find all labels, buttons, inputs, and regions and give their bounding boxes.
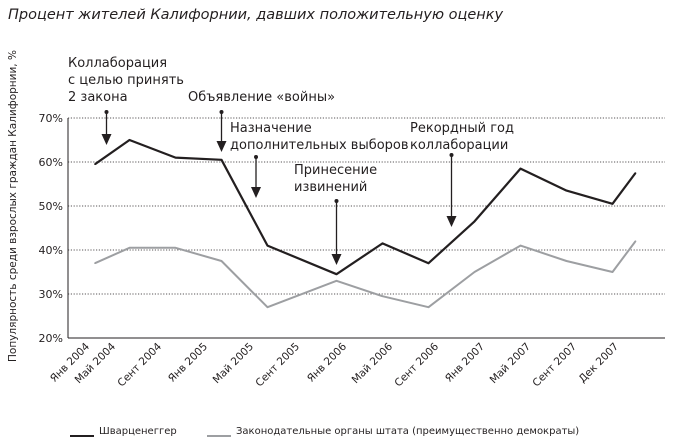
annotation-arrow-head [331,254,342,265]
x-tick-label: Сент 2007 [530,341,579,390]
x-tick-label: Май 2007 [488,341,534,387]
y-tick-label: 50% [39,200,63,213]
annotation-special-election: Назначение дополнительных выборов [230,121,409,153]
data-point [381,242,384,245]
data-point [335,280,338,282]
data-point [266,306,269,309]
annotation-arrow-head [446,216,457,227]
data-point [611,271,614,273]
annotation-collaboration: Коллаборация с целью принять 2 закона [68,56,184,105]
series-line-legislature [94,240,637,309]
legend-label-legislature: Законодательные органы штата (преимущест… [236,426,580,437]
x-tick-label: Сент 2005 [253,341,302,390]
annotation-record-year: Рекордный год коллаборации [410,121,514,153]
y-tick-label: 30% [39,288,63,301]
x-tick-label: Янв 2006 [305,340,349,384]
series-line-schwarzenegger [94,138,637,276]
annotation-arrow-head [216,141,227,152]
legend-swatch-schwarzenegger [70,435,94,437]
data-point [381,295,384,298]
data-point [94,262,96,265]
x-tick-label: Май 2005 [211,341,257,387]
x-tick-label: Янв 2007 [443,341,487,385]
data-point [266,244,269,247]
y-tick-label: 20% [39,332,63,345]
chart-title: Процент жителей Калифорнии, давших полож… [8,7,504,23]
data-point [427,306,430,309]
data-point [174,156,177,159]
legend-label-schwarzenegger: Шварценеггер [99,426,177,437]
data-point [519,167,522,170]
annotation-arrow-head [101,134,112,145]
data-point [128,247,131,249]
data-point [220,159,223,161]
data-point [565,260,568,262]
annotation-war-declaration: Объявление «войны» [188,90,336,105]
x-tick-label: Дек 2007 [577,341,622,386]
data-point [220,260,223,262]
data-point [174,247,177,249]
data-point [473,271,476,273]
data-point [634,240,637,242]
data-point [473,220,476,223]
annotation-arrow-head [251,187,261,198]
data-point [94,163,96,165]
data-point [128,139,131,141]
data-point [611,203,614,205]
x-tick-label: Сент 2006 [392,340,441,389]
y-tick-label: 40% [39,244,63,257]
data-point [335,273,338,276]
data-point [565,189,568,192]
y-tick-label: 60% [39,156,63,169]
x-tick-label: Сент 2004 [115,340,164,389]
annotation-apology: Принесение извинений [294,163,378,195]
x-tick-label: Май 2006 [350,340,396,386]
data-point [519,244,522,247]
x-tick-label: Янв 2005 [166,341,210,385]
data-point [427,262,430,265]
data-point [634,172,637,174]
legend-swatch-legislature [207,435,231,437]
y-tick-label: 70% [39,112,63,125]
